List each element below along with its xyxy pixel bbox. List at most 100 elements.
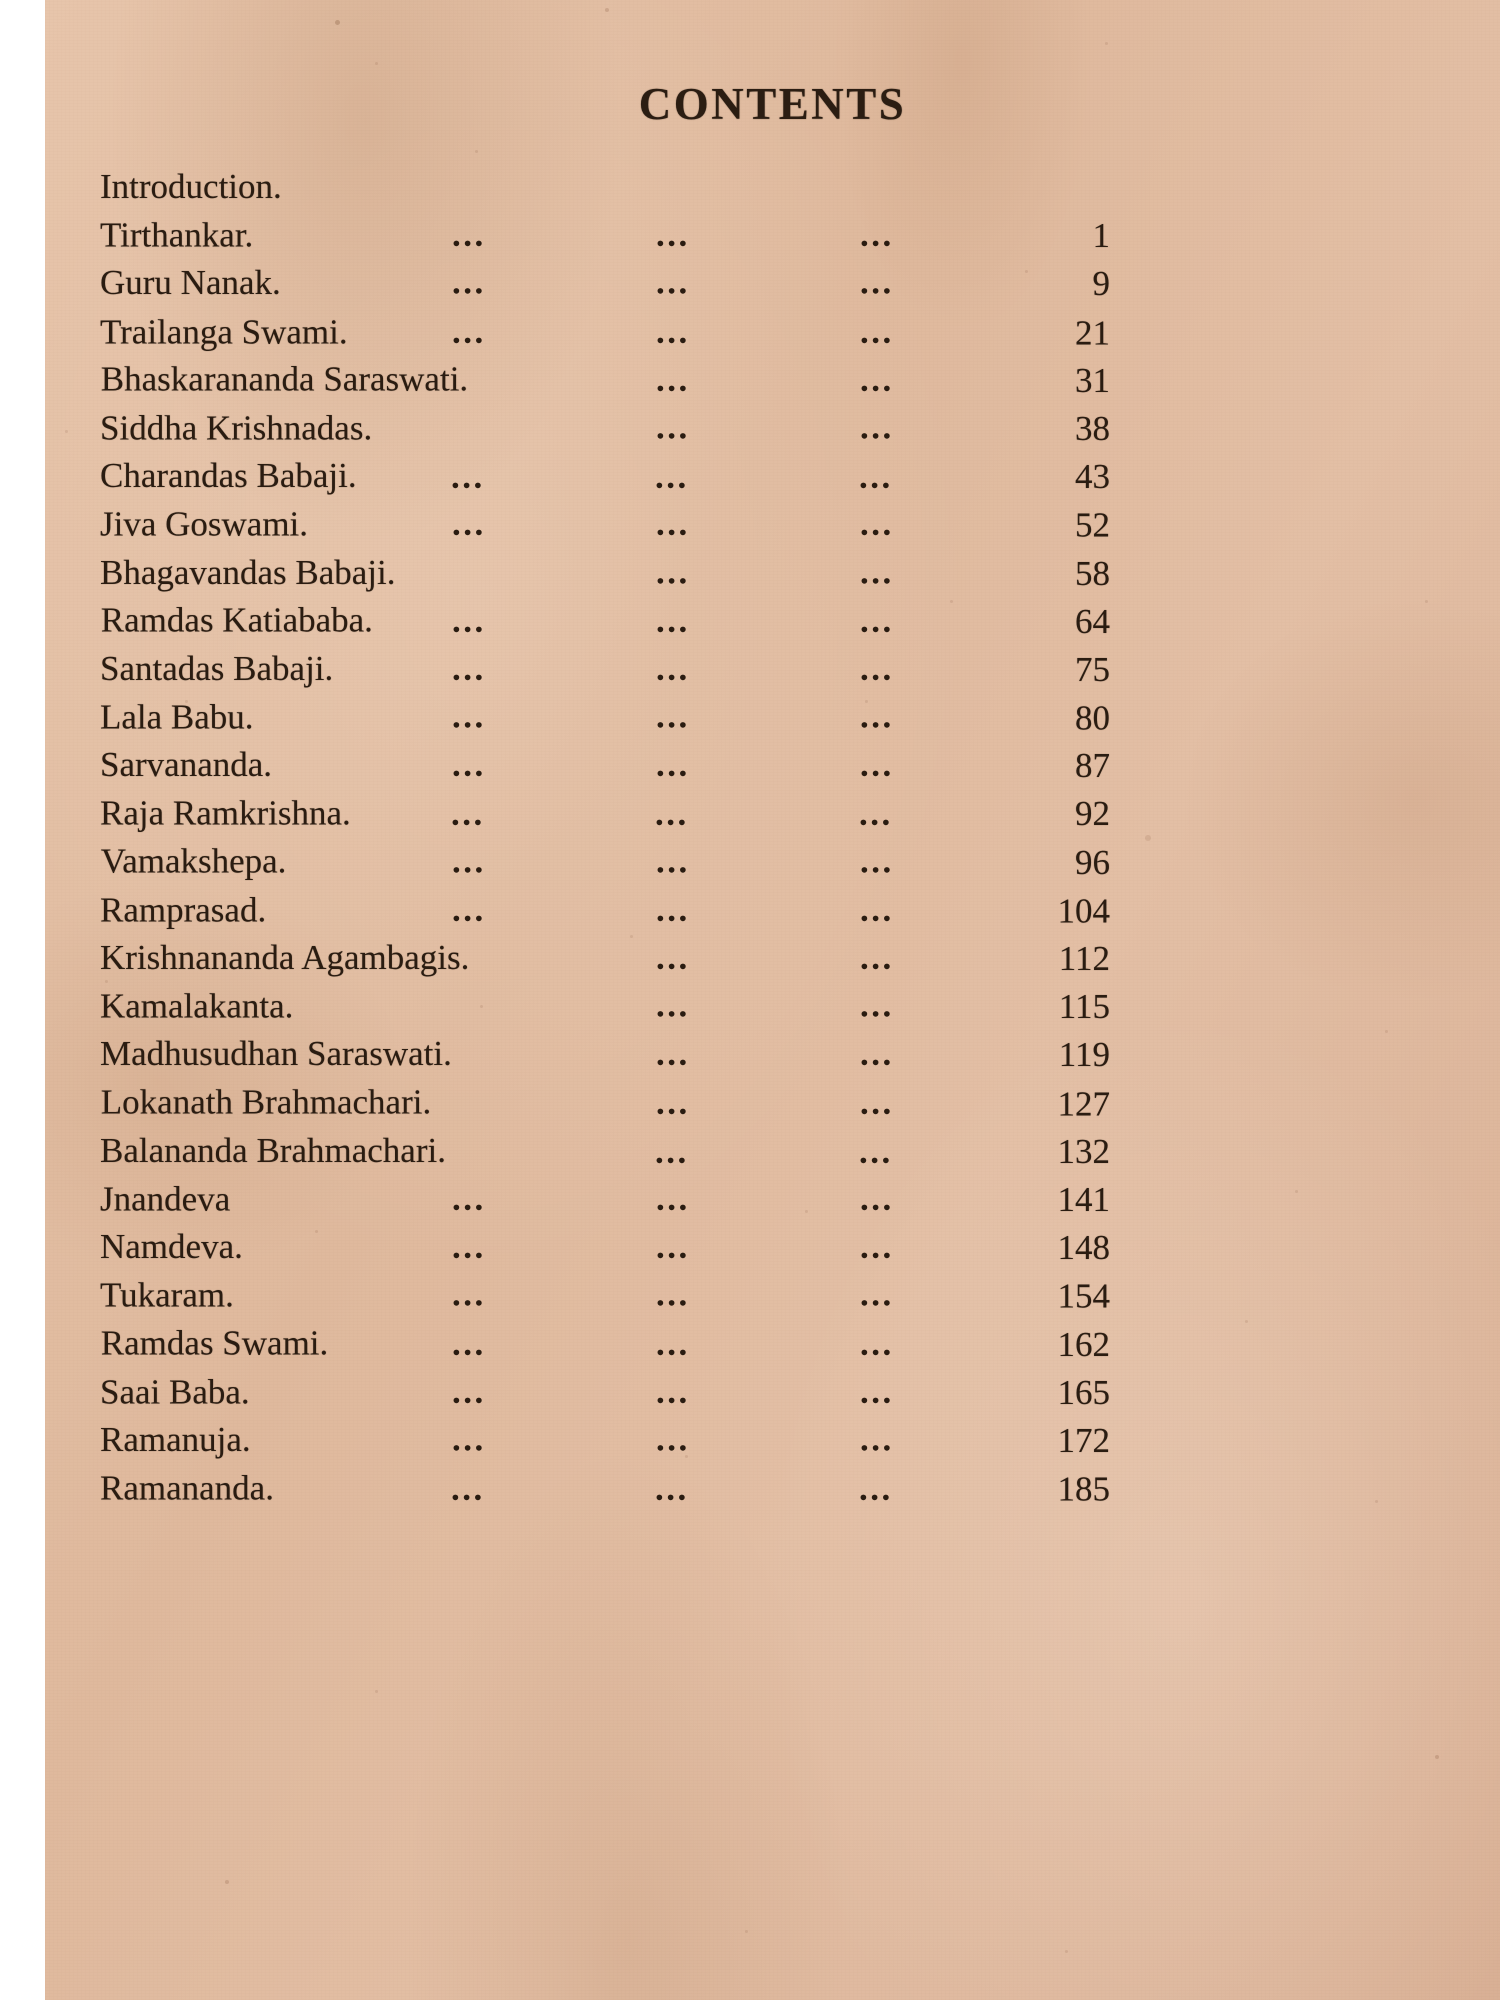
dot-leader-3: ...	[860, 1274, 894, 1314]
dot-leader-1: ...	[452, 745, 486, 785]
toc-entry-title: Jnandeva	[100, 1179, 231, 1219]
dot-leader-2: ...	[656, 215, 690, 255]
dot-leader-3: ...	[859, 456, 893, 496]
toc-page-number: 9	[1092, 264, 1111, 304]
dot-leader-2: ...	[656, 696, 690, 736]
dot-leader-1: ...	[452, 1371, 486, 1411]
dot-leader-1: ...	[451, 1468, 485, 1508]
toc-row[interactable]: Raja Ramkrishna.......... 92	[100, 791, 1430, 839]
toc-page-number: 64	[1075, 601, 1110, 641]
toc-page-number: 172	[1057, 1420, 1111, 1460]
toc-entry-title: Raja Ramkrishna.	[100, 794, 351, 834]
toc-row[interactable]: Kamalakanta....... 115	[100, 984, 1430, 1032]
paper-speck	[375, 62, 378, 65]
dot-leader-3: ...	[860, 1082, 894, 1122]
dot-leader-3: ...	[859, 1131, 893, 1171]
dot-leader-3: ...	[860, 840, 894, 880]
toc-row[interactable]: Madhusudhan Saraswati....... 119	[100, 1032, 1430, 1080]
dot-leader-3: ...	[859, 794, 893, 834]
toc-row[interactable]: Jnandeva......... 141	[100, 1177, 1430, 1225]
dot-leader-2: ...	[656, 1034, 690, 1074]
toc-row[interactable]: Ramprasad.......... 104	[100, 888, 1430, 936]
toc-row[interactable]: Sarvananda.......... 87	[100, 743, 1430, 791]
dot-leader-2: ...	[656, 504, 690, 544]
paper-sheet: CONTENTS Introduction. Tirthankar........…	[45, 0, 1500, 2000]
toc-entry-title: Ramdas Katiababa.	[100, 600, 373, 640]
toc-entry-title: Bhaskarananda Saraswati.	[100, 359, 469, 399]
paper-speck	[335, 20, 340, 25]
toc-page-number: 75	[1075, 649, 1110, 689]
dot-leader-2: ...	[655, 456, 689, 496]
dot-leader-3: ...	[860, 504, 894, 544]
toc-row[interactable]: Bhaskarananda Saraswati....... 31	[100, 358, 1430, 406]
toc-page-number: 52	[1075, 505, 1110, 545]
dot-leader-2: ...	[656, 359, 690, 399]
toc-row[interactable]: Guru Nanak.......... 9	[100, 261, 1430, 309]
toc-page-number: 80	[1075, 698, 1110, 738]
toc-row[interactable]: Namdeva.......... 148	[100, 1225, 1430, 1273]
toc-row[interactable]: Jiva Goswami.......... 52	[100, 502, 1430, 550]
toc-page-number: 165	[1057, 1372, 1111, 1412]
toc-entry-title: Ramanuja.	[100, 1419, 251, 1459]
toc-row[interactable]: Charandas Babaji.......... 43	[100, 454, 1430, 502]
dot-leader-3: ...	[860, 889, 894, 929]
dot-leader-2: ...	[656, 1178, 690, 1218]
toc-entry-title: Ramprasad.	[100, 890, 267, 930]
paper-speck	[475, 150, 478, 153]
toc-row[interactable]: Ramdas Katiababa.......... 64	[100, 599, 1430, 647]
toc-entry-title: Tukaram.	[100, 1275, 234, 1315]
toc-page-number: 127	[1057, 1084, 1111, 1124]
dot-leader-2: ...	[655, 794, 689, 834]
toc-entry-title: Namdeva.	[100, 1227, 243, 1267]
toc-entry-title: Lala Babu.	[100, 697, 254, 737]
dot-leader-3: ...	[860, 1034, 894, 1074]
toc-row[interactable]: Saai Baba.......... 165	[100, 1370, 1430, 1418]
toc-page-number: 112	[1058, 939, 1110, 978]
toc-row[interactable]: Balananda Brahmachari....... 132	[100, 1129, 1430, 1177]
toc-entry-title: Charandas Babaji.	[100, 456, 357, 496]
toc-row[interactable]: Ramananda.......... 185	[100, 1466, 1430, 1514]
paper-speck	[605, 8, 609, 12]
dot-leader-1: ...	[451, 456, 485, 496]
dot-leader-3: ...	[860, 1419, 894, 1459]
toc-entry-title: Introduction.	[100, 167, 282, 206]
dot-leader-3: ...	[860, 311, 894, 351]
toc-entry-title: Guru Nanak.	[100, 263, 281, 303]
dot-leader-3: ...	[860, 1178, 894, 1218]
toc-row[interactable]: Introduction.	[100, 165, 1430, 213]
toc-row[interactable]: Krishnananda Agambagis....... 112	[100, 936, 1430, 984]
toc-page-number: 119	[1058, 1035, 1110, 1075]
dot-leader-2: ...	[656, 1323, 690, 1363]
dot-leader-3: ...	[860, 938, 894, 977]
dot-leader-1: ...	[451, 794, 485, 834]
toc-entry-title: Madhusudhan Saraswati.	[100, 1034, 452, 1074]
dot-leader-2: ...	[655, 1131, 689, 1171]
toc-page-number: 1	[1092, 216, 1111, 256]
dot-leader-3: ...	[860, 407, 894, 447]
toc-entry-title: Krishnananda Agambagis.	[100, 938, 470, 977]
dot-leader-2: ...	[656, 938, 690, 977]
dot-leader-1: ...	[452, 504, 486, 544]
toc-row[interactable]: Lokanath Brahmachari....... 127	[100, 1081, 1430, 1129]
toc-page-number: 104	[1057, 891, 1111, 931]
toc-row[interactable]: Lala Babu.......... 80	[100, 695, 1430, 743]
toc-entry-title: Jiva Goswami.	[100, 504, 309, 544]
toc-row[interactable]: Siddha Krishnadas....... 38	[100, 406, 1430, 454]
toc-page-number: 141	[1057, 1179, 1111, 1219]
toc-row[interactable]: Trailanga Swami.......... 21	[100, 310, 1430, 358]
toc-entry-title: Sarvananda.	[100, 745, 273, 785]
page-title: CONTENTS	[638, 79, 907, 129]
toc-row[interactable]: Vamakshepa.......... 96	[100, 840, 1430, 888]
toc-row[interactable]: Bhagavandas Babaji....... 58	[100, 551, 1430, 599]
toc-row[interactable]: Santadas Babaji.......... 75	[100, 647, 1430, 695]
dot-leader-3: ...	[859, 1468, 893, 1508]
dot-leader-2: ...	[656, 551, 690, 591]
dot-leader-3: ...	[860, 600, 894, 640]
toc-row[interactable]: Ramdas Swami.......... 162	[100, 1322, 1430, 1370]
dot-leader-1: ...	[452, 1419, 486, 1459]
toc-row[interactable]: Ramanuja.......... 172	[100, 1418, 1430, 1466]
toc-row[interactable]: Tirthankar.......... 1	[100, 213, 1430, 261]
toc-page-number: 132	[1057, 1131, 1111, 1171]
toc-row[interactable]: Tukaram.......... 154	[100, 1273, 1430, 1321]
